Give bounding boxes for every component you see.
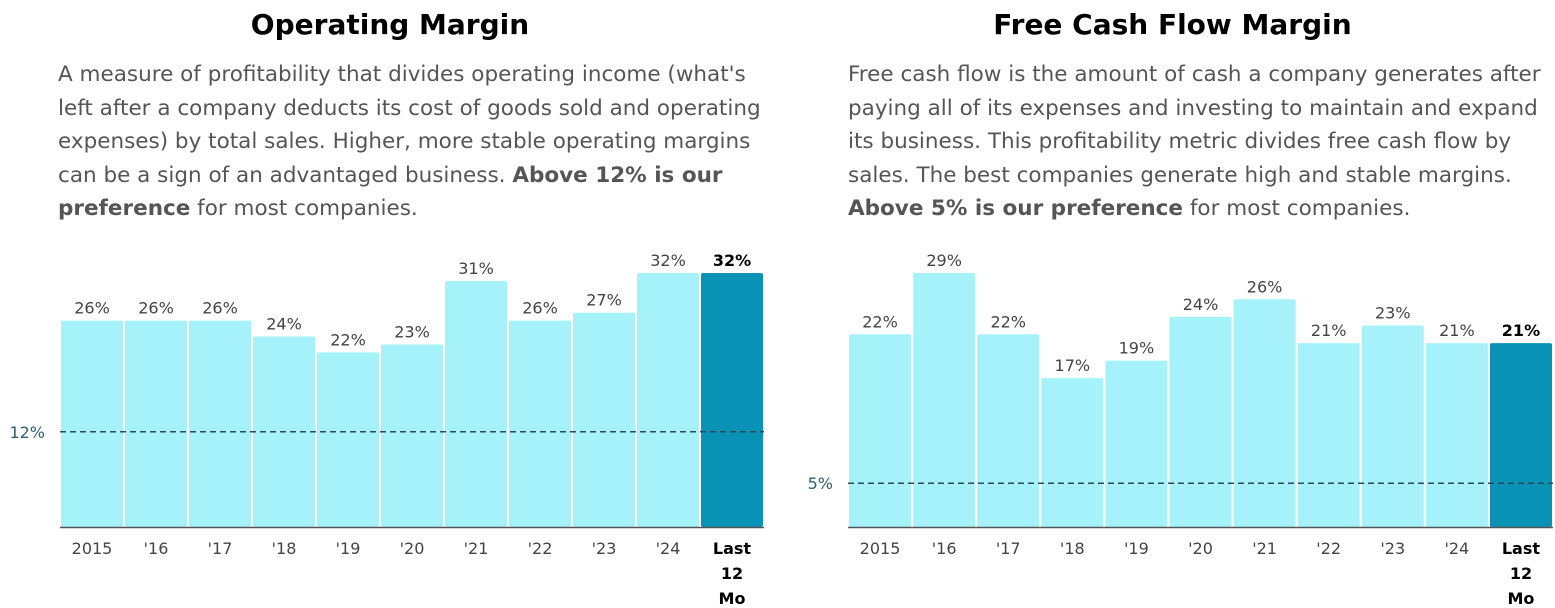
value-label: 22% <box>330 330 366 349</box>
value-label: 17% <box>1055 356 1091 375</box>
panel-description: Free cash flow is the amount of cash a c… <box>848 58 1553 226</box>
x-tick-label: '20 <box>400 539 425 558</box>
preference-suffix: for most companies. <box>190 196 418 221</box>
x-tick-label: '24 <box>1444 539 1469 558</box>
x-tick-label: '18 <box>272 539 297 558</box>
x-tick-label: '21 <box>464 539 489 558</box>
value-label: 32% <box>650 251 686 270</box>
x-tick-label: '20 <box>1188 539 1213 558</box>
x-tick-label: Last 12 Mo <box>1502 539 1541 608</box>
operating-margin-chart: 26% 2015 26% '16 26% '17 24% '18 22% '19 23% '20 31%… <box>9 251 764 608</box>
x-tick-label: '17 <box>996 539 1021 558</box>
bar-4 <box>317 352 379 527</box>
bar-0 <box>61 320 123 527</box>
value-label: 21% <box>1439 321 1475 340</box>
value-label: 26% <box>1247 277 1283 296</box>
value-label: 26% <box>74 299 110 318</box>
x-tick-label: Last 12 Mo <box>713 539 752 608</box>
bar-9 <box>1425 343 1488 527</box>
panel-description: A measure of profitability that divides … <box>58 58 778 226</box>
free-cash-flow-margin-chart: 22% 2015 29% '16 22% '17 17% '18 19% '19 24% '20 26%… <box>808 251 1553 608</box>
panel-title: Operating Margin <box>250 8 530 41</box>
panel-title: Free Cash Flow Margin <box>993 8 1352 41</box>
value-label: 26% <box>202 299 238 318</box>
bar-2 <box>977 334 1040 527</box>
preference-text: Above 12% is our preference <box>58 162 723 222</box>
x-tick-label: 2015 <box>72 539 113 558</box>
x-tick-label: '16 <box>932 539 957 558</box>
bar-9 <box>637 273 699 527</box>
x-tick-label: '16 <box>144 539 169 558</box>
reference-label: 5% <box>808 474 833 493</box>
bar-3 <box>1041 378 1104 527</box>
value-label: 31% <box>458 259 494 278</box>
value-label: 21% <box>1502 321 1540 340</box>
value-label: 32% <box>713 251 751 270</box>
value-label: 23% <box>394 322 430 341</box>
value-label: 22% <box>990 312 1026 331</box>
preference-text: Above 5% is our preference <box>848 196 1184 221</box>
x-tick-label: '24 <box>656 539 681 558</box>
x-tick-label: '18 <box>1060 539 1085 558</box>
value-label: 24% <box>1183 295 1219 314</box>
x-tick-label: '19 <box>336 539 361 558</box>
preference-suffix: for most companies. <box>1183 196 1411 221</box>
x-tick-label: '23 <box>1380 539 1405 558</box>
bar-5 <box>381 344 443 527</box>
x-tick-label: '17 <box>208 539 233 558</box>
bar-4 <box>1105 360 1168 527</box>
x-tick-label: '19 <box>1124 539 1149 558</box>
bar-8 <box>1361 325 1424 527</box>
value-label: 21% <box>1311 321 1347 340</box>
bar-10 <box>1489 343 1552 527</box>
value-label: 26% <box>138 299 174 318</box>
value-label: 24% <box>266 315 302 334</box>
x-tick-label: '22 <box>528 539 553 558</box>
x-tick-label: '21 <box>1252 539 1277 558</box>
bar-6 <box>445 280 507 527</box>
value-label: 27% <box>586 291 622 310</box>
x-tick-label: '22 <box>1316 539 1341 558</box>
value-label: 26% <box>522 299 558 318</box>
description-text: A measure of profitability that divides … <box>58 62 761 188</box>
value-label: 23% <box>1375 304 1411 323</box>
value-label: 29% <box>926 251 962 270</box>
bar-8 <box>573 312 635 527</box>
reference-label: 12% <box>9 423 45 442</box>
bar-10 <box>701 273 763 527</box>
bar-7 <box>1297 343 1360 527</box>
value-label: 19% <box>1119 339 1155 358</box>
bar-0 <box>849 334 912 527</box>
x-tick-label: '23 <box>592 539 617 558</box>
bar-1 <box>913 273 976 527</box>
bar-2 <box>189 320 251 527</box>
description-text: Free cash flow is the amount of cash a c… <box>848 62 1541 188</box>
bar-1 <box>125 320 187 527</box>
x-tick-label: 2015 <box>860 539 901 558</box>
bar-7 <box>509 320 571 527</box>
value-label: 22% <box>862 312 898 331</box>
bar-6 <box>1233 299 1296 527</box>
bar-5 <box>1169 316 1232 527</box>
